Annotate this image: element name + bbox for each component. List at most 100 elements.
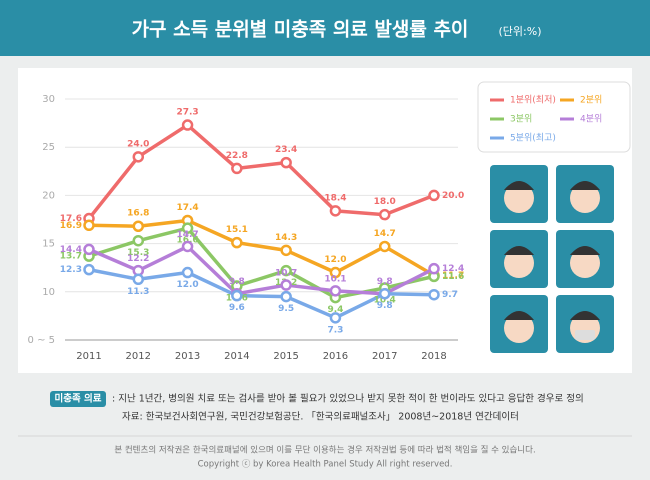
data-point: [83, 263, 95, 276]
x-tick-label: 2017: [372, 351, 397, 362]
hair: [570, 311, 600, 320]
data-point: [181, 119, 194, 131]
chart-title: 가구 소득 분위별 미충족 의료 발생률 추이: [132, 19, 469, 41]
data-label: 12.0: [324, 255, 346, 265]
data-label: 27.3: [176, 108, 198, 118]
icons: [490, 165, 614, 353]
hair: [570, 181, 600, 190]
data-point: [181, 266, 194, 279]
data-label: 14.7: [374, 229, 396, 239]
data-point: [280, 156, 292, 169]
data-point: [132, 234, 145, 247]
data-label: 17.4: [176, 203, 198, 213]
data-label: 15.3: [127, 248, 149, 258]
face: [504, 248, 534, 278]
legend-label: 2분위: [580, 95, 602, 106]
x-tick-label: 2018: [421, 351, 446, 362]
data-point: [181, 222, 194, 234]
data-label: 17.6: [60, 214, 82, 224]
legend-label: 5분위(최고): [510, 133, 556, 144]
data-label: 12.2: [127, 254, 149, 264]
mask: [575, 330, 595, 340]
data-label: 14.4: [60, 245, 82, 255]
data-point: [280, 244, 292, 257]
data-label: 9.8: [377, 301, 393, 311]
series-line: [88, 218, 435, 277]
data-label: 24.0: [127, 139, 149, 149]
data-label: 18.0: [374, 197, 396, 207]
data-point: [231, 236, 243, 249]
data-point: [231, 162, 243, 175]
data-point: [181, 240, 194, 253]
legend-label: 3분위: [510, 114, 532, 125]
data-point: [428, 189, 440, 202]
data-point: [329, 285, 342, 297]
data-point: [329, 266, 342, 279]
data-label: 14.3: [275, 233, 297, 243]
face: [570, 248, 600, 278]
data-label: 15.1: [226, 225, 248, 235]
chart-subtitle: (단위:%): [499, 25, 542, 38]
term: 미충족 의료: [54, 393, 101, 405]
y-tick-label: 30: [42, 94, 55, 105]
data-label: 16.6: [176, 236, 198, 246]
data-point: [329, 312, 342, 324]
data-label: 12.0: [176, 280, 198, 290]
data-point: [378, 240, 391, 253]
series-line: [87, 123, 435, 220]
x-tick-label: 2016: [323, 351, 348, 362]
data-label: 7.3: [327, 325, 343, 335]
data-label: 9.6: [229, 303, 245, 313]
data-label: 11.3: [127, 287, 149, 297]
y-tick-label: 25: [42, 142, 55, 153]
data-label: 22.8: [226, 151, 248, 161]
hair: [504, 181, 534, 190]
data-point: [378, 208, 391, 221]
definition: : 지난 1년간, 병의원 치료 또는 검사를 받아 볼 필요가 있었으나 받지…: [112, 393, 584, 405]
x-tick-label: 2014: [224, 351, 249, 362]
legend-label: 1분위(최저): [510, 95, 556, 106]
data-label: 20.0: [442, 191, 464, 201]
data-point: [83, 219, 95, 232]
data-point: [231, 289, 243, 302]
series-line: [88, 244, 435, 296]
data-label: 14.7: [176, 230, 198, 240]
data-point: [132, 273, 145, 286]
data-label: 18.4: [324, 193, 346, 203]
x-tick-label: 2013: [175, 351, 200, 362]
legend-label: 4분위: [580, 114, 602, 125]
data-label: 9.5: [278, 304, 294, 314]
data-point: [280, 279, 292, 291]
hair: [504, 246, 534, 255]
hair: [504, 311, 534, 320]
data-label: 23.4: [275, 145, 297, 155]
data-label: 16.9: [60, 221, 82, 231]
header-bar: [0, 0, 650, 56]
legend-box: [477, 81, 631, 153]
series-line: [88, 226, 435, 300]
x-tick-label: 2015: [273, 351, 298, 362]
face: [504, 183, 534, 213]
data-point: [428, 288, 440, 301]
face: [504, 313, 534, 343]
y-tick-label: 15: [42, 239, 55, 250]
y-tick-label: 0 ~ 5: [28, 335, 55, 346]
y-tick-label: 20: [42, 190, 55, 201]
source: 자료: 한국보건사회연구원, 국민건강보험공단. 「한국의료패널조사」 2008…: [122, 412, 519, 423]
x-tick-label: 2012: [126, 351, 151, 362]
data-label: 11.6: [442, 272, 464, 282]
data-label: 9.8: [377, 277, 393, 287]
term-badge: [50, 391, 106, 407]
data-label: 10.1: [324, 274, 346, 284]
face: [570, 183, 600, 213]
copyright: Copyright ⓒ by Korea Health Panel Study …: [198, 460, 453, 470]
data-label: 13.7: [60, 252, 82, 262]
copyright: 본 컨텐츠의 저작권은 한국의료패널에 있으며 이를 무단 이용하는 경우 저작…: [114, 445, 535, 456]
hair: [570, 246, 600, 255]
data-label: 12.3: [60, 265, 82, 275]
data-point: [280, 264, 292, 277]
data-point: [378, 287, 391, 300]
data-label: 9.7: [442, 290, 458, 300]
data-point: [329, 205, 342, 217]
data-label: 9.8: [229, 277, 245, 287]
